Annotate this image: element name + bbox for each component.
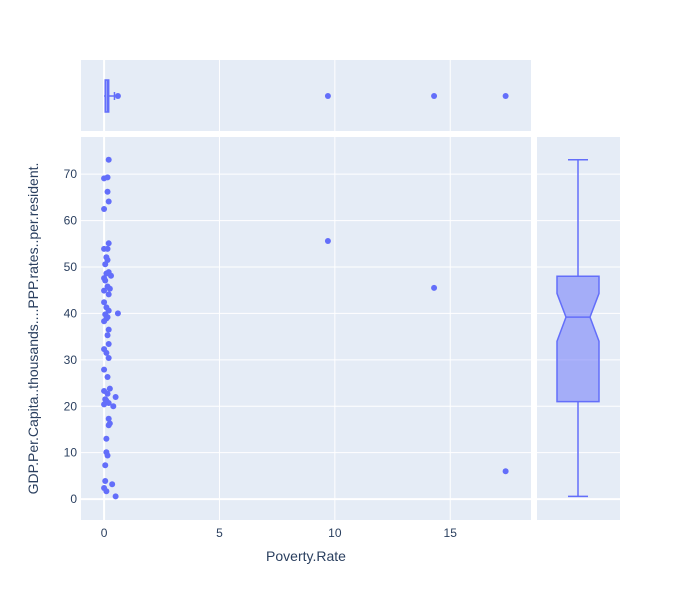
y-tick-label: 30 [64, 353, 78, 367]
data-point [101, 401, 108, 408]
data-point [105, 415, 112, 422]
y-tick-label: 10 [64, 446, 78, 460]
data-point [109, 481, 116, 488]
x-box-outlier [502, 93, 509, 99]
data-point [102, 277, 109, 284]
data-point [101, 287, 108, 294]
data-point [105, 326, 112, 333]
data-point [101, 318, 108, 325]
data-point [108, 272, 114, 279]
data-point [103, 349, 110, 356]
x-tick-label: 10 [328, 526, 342, 540]
x-box-outlier [324, 93, 331, 99]
data-point [105, 354, 112, 361]
data-point [101, 366, 108, 373]
data-point [112, 493, 119, 500]
x-tick-label: 0 [101, 526, 108, 540]
main-panel-background [81, 137, 531, 520]
data-point [105, 341, 112, 348]
data-point [106, 385, 113, 392]
data-point [105, 400, 112, 407]
data-point [103, 488, 110, 495]
data-point [105, 291, 112, 298]
data-point [104, 174, 111, 181]
top-panel-background [81, 60, 531, 131]
x-box-outlier [114, 93, 121, 99]
data-point [105, 422, 112, 429]
data-point [104, 390, 111, 397]
x-box-outlier [431, 93, 438, 99]
x-axis-title: Poverty.Rate [266, 548, 346, 564]
data-point [104, 188, 111, 195]
data-point [114, 310, 121, 317]
data-point [112, 393, 119, 400]
data-point [105, 240, 112, 247]
data-point [104, 245, 111, 252]
x-tick-label: 5 [216, 526, 223, 540]
y-tick-label: 0 [70, 492, 77, 506]
data-point [105, 156, 112, 163]
data-point [102, 261, 109, 268]
x-tick-label: 15 [444, 526, 458, 540]
y-tick-label: 40 [64, 306, 78, 320]
data-point [110, 403, 117, 410]
data-point [102, 462, 109, 469]
data-point [104, 374, 111, 381]
y-tick-label: 20 [64, 399, 78, 413]
y-tick-label: 50 [64, 260, 78, 274]
y-axis-title: GDP.Per.Capita..thousands....PPP.rates..… [25, 163, 41, 495]
data-point [104, 332, 111, 339]
data-point [101, 299, 108, 306]
data-point [101, 205, 108, 212]
top-marginal-panel [81, 60, 531, 131]
right-marginal-panel [537, 137, 620, 520]
data-point [104, 452, 111, 459]
y-notched-box [556, 275, 600, 403]
data-point [431, 284, 438, 291]
y-tick-label: 70 [64, 167, 78, 181]
data-point [502, 468, 509, 475]
data-point [102, 478, 109, 485]
main-scatter-panel: 0 5 10 15 0 10 20 30 40 50 60 70 [64, 137, 531, 540]
y-tick-label: 60 [64, 214, 78, 228]
data-point [105, 198, 112, 205]
data-point [324, 237, 331, 244]
data-point [103, 435, 110, 442]
data-point [106, 285, 113, 292]
